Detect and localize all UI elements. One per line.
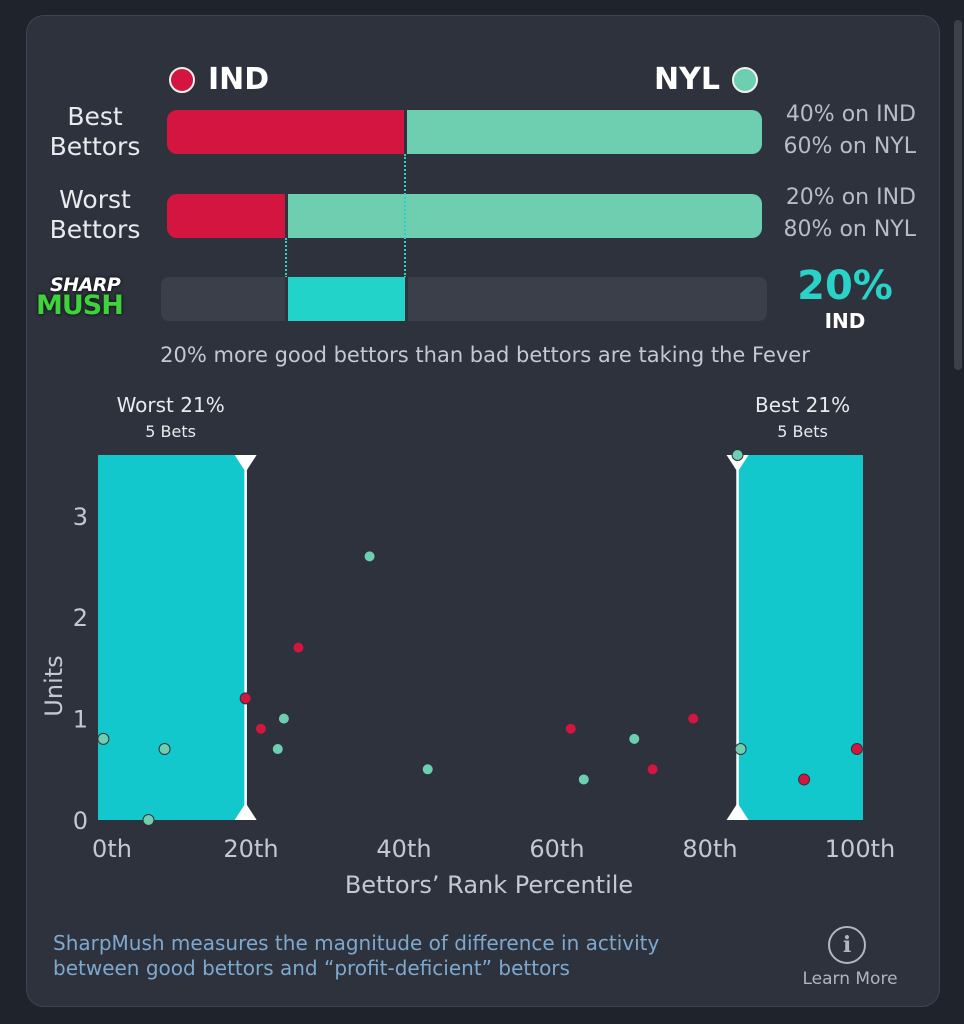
region-sublabel-0: 5 Bets (145, 422, 196, 441)
x-tick-label: 20th (223, 835, 278, 863)
x-tick-label: 0th (92, 835, 132, 863)
sharpmush-fill (285, 277, 408, 321)
region-marker-bottom-1 (726, 803, 749, 820)
best-ind-pct: 40% on IND (785, 102, 916, 127)
footer-line2: between good bettors and “profit-deficie… (53, 956, 570, 980)
worst-split-connector (285, 238, 287, 278)
data-point-ind (239, 692, 252, 705)
data-point-nyl (577, 773, 590, 786)
data-point-nyl (628, 732, 641, 745)
worst-label-line1: Worst (59, 185, 131, 214)
data-point-nyl (734, 743, 747, 756)
x-axis-label: Bettors’ Rank Percentile (345, 871, 633, 899)
sharpmush-summary: 20% more good bettors than bad bettors a… (160, 343, 810, 367)
nyl-color-dot (732, 67, 758, 93)
worst-label-line2: Bettors (49, 215, 141, 244)
y-tick-label: 0 (73, 807, 88, 835)
sharpmush-track (161, 277, 767, 321)
y-axis-label: Units (40, 655, 68, 716)
best-pct-text: 40% on IND 60% on NYL (760, 99, 916, 163)
sharpmush-logo: SHARP MUSH (36, 274, 154, 330)
best-bettors-label: Best Bettors (40, 102, 150, 162)
team-left-label: IND (208, 62, 270, 97)
ind-color-dot (169, 67, 195, 93)
region-marker-top-1 (726, 455, 749, 472)
worst-nyl-pct: 80% on NYL (783, 217, 916, 242)
x-tick-label: 100th (825, 835, 895, 863)
worst-ind-pct: 20% on IND (785, 185, 916, 210)
best-nyl-pct: 60% on NYL (783, 134, 916, 159)
y-tick-label: 1 (73, 706, 88, 734)
logo-line2: MUSH (36, 290, 124, 321)
worst-bettors-label: Worst Bettors (40, 185, 150, 245)
footer-description: SharpMush measures the magnitude of diff… (53, 931, 783, 981)
data-point-ind (564, 722, 577, 735)
region-marker-bottom-0 (234, 803, 257, 820)
region-label-0: Worst 21% (117, 393, 225, 417)
x-tick-label: 40th (376, 835, 431, 863)
learn-more-link[interactable]: Learn More (802, 969, 898, 989)
data-point-nyl (421, 763, 434, 776)
best-label-line1: Best (67, 102, 123, 131)
data-point-ind (687, 712, 700, 725)
worst-pct-text: 20% on IND 80% on NYL (760, 182, 916, 246)
x-tick-label: 80th (682, 835, 737, 863)
best-nyl-bar (406, 110, 762, 154)
data-point-nyl (271, 743, 284, 756)
best-ind-bar (167, 110, 404, 154)
best-split-connector (404, 154, 406, 278)
data-point-ind (850, 743, 863, 756)
x-tick-label: 60th (529, 835, 584, 863)
info-icon[interactable]: i (828, 926, 866, 964)
sharpmush-value: 20% (797, 263, 893, 309)
region-band-1 (737, 455, 863, 820)
sharpmush-team: IND (824, 309, 866, 333)
best-label-line2: Bettors (49, 132, 141, 161)
data-point-ind (798, 773, 811, 786)
worst-nyl-bar (287, 194, 762, 238)
y-tick-label: 2 (73, 604, 88, 632)
team-right-label: NYL (654, 62, 720, 97)
region-band-0 (98, 455, 246, 820)
y-tick-label: 3 (73, 503, 88, 531)
worst-ind-bar (167, 194, 285, 238)
data-point-ind (646, 763, 659, 776)
logo-line1: SHARP (50, 274, 121, 296)
region-label-1: Best 21% (755, 393, 850, 417)
data-point-nyl (363, 550, 376, 563)
footer-line1: SharpMush measures the magnitude of diff… (53, 931, 660, 955)
data-point-nyl (277, 712, 290, 725)
data-point-ind (254, 722, 267, 735)
data-point-nyl (142, 814, 155, 826)
data-point-nyl (97, 732, 110, 745)
data-point-ind (292, 641, 305, 654)
region-marker-top-0 (234, 455, 257, 472)
data-point-nyl (158, 743, 171, 756)
region-sublabel-1: 5 Bets (777, 422, 828, 441)
data-point-nyl (731, 449, 744, 461)
rank-percentile-chart: 0 1 2 3 0th 20th 40th 60th 80th 100th Bettors’ Ran… (40, 393, 895, 899)
scrollbar[interactable] (954, 20, 962, 370)
